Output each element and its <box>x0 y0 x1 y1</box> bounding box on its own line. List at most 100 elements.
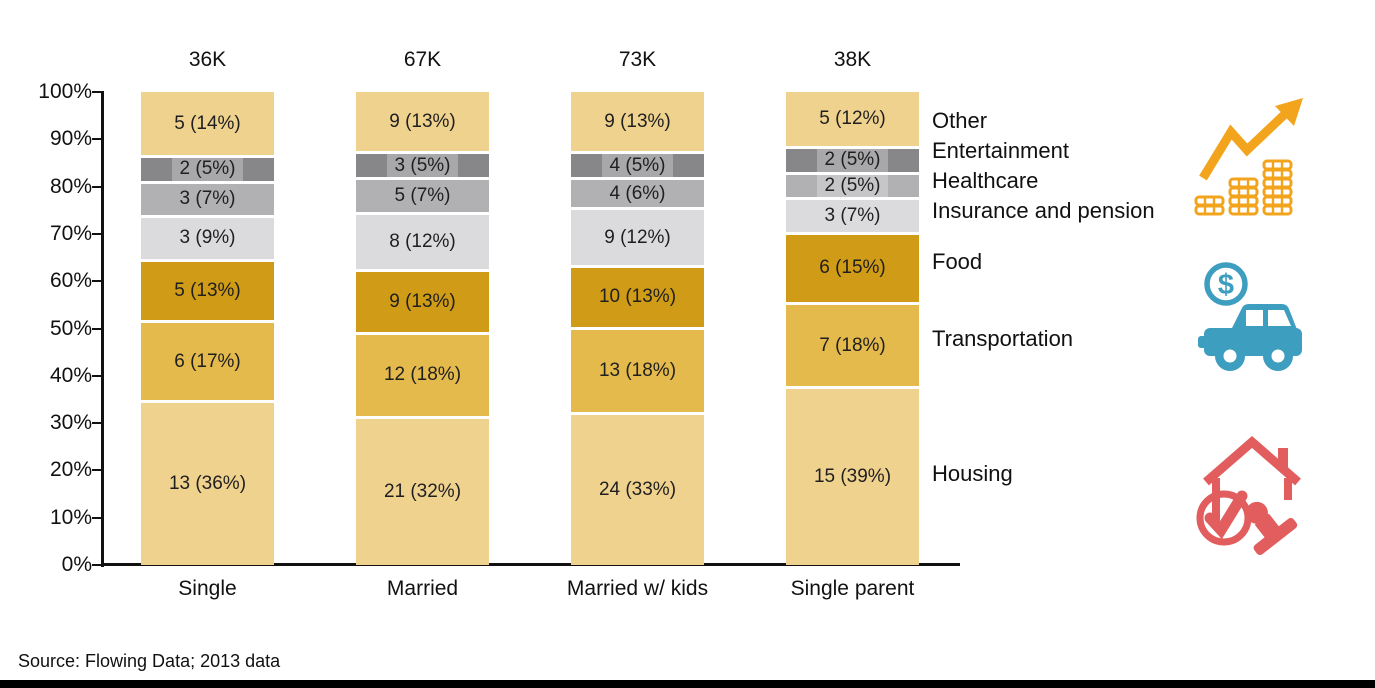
segment-value-label: 3 (5%) <box>386 151 459 180</box>
y-axis-tick-label: 100% <box>38 80 92 103</box>
segment-value-label: 2 (5%) <box>816 146 889 175</box>
y-axis-tick-mark <box>92 280 101 283</box>
segment-insurance-and-pension: 3 (9%) <box>141 218 274 262</box>
money-growth-icon <box>1194 98 1303 216</box>
segment-value-label: 6 (17%) <box>174 350 241 372</box>
legend-other: Other <box>932 108 988 133</box>
legend-entertainment: Entertainment <box>932 138 1069 163</box>
segment-value-label: 6 (15%) <box>819 257 886 279</box>
segment-housing: 13 (36%) <box>141 402 274 565</box>
category-label: Married w/ kids <box>566 577 709 600</box>
segment-food: 6 (15%) <box>786 234 919 306</box>
segment-transportation: 13 (18%) <box>571 329 704 415</box>
segment-other: 9 (13%) <box>356 92 489 155</box>
segment-entertainment: 2 (5%) <box>786 146 919 175</box>
segment-entertainment: 2 (5%) <box>141 155 274 184</box>
segment-entertainment: 4 (5%) <box>571 151 704 180</box>
segment-other: 9 (13%) <box>571 92 704 155</box>
y-axis-tick-label: 0% <box>61 553 92 576</box>
segment-healthcare: 2 (5%) <box>786 171 919 201</box>
segment-entertainment: 3 (5%) <box>356 151 489 180</box>
y-axis-tick-mark <box>92 138 101 141</box>
column-total: 73K <box>618 48 657 71</box>
category-label: Single <box>178 577 237 600</box>
y-axis-tick-mark <box>92 516 101 519</box>
legend-housing: Housing <box>932 461 1013 486</box>
segment-value-label: 2 (5%) <box>171 155 244 184</box>
segment-insurance-and-pension: 8 (12%) <box>356 214 489 273</box>
y-axis-tick-label: 70% <box>49 221 92 245</box>
segment-value-label: 10 (13%) <box>598 286 677 308</box>
y-axis-tick-mark <box>92 564 101 566</box>
category-label: Married <box>386 577 459 600</box>
segment-value-label: 3 (9%) <box>179 227 236 249</box>
segment-housing: 24 (33%) <box>571 414 704 566</box>
segment-transportation: 12 (18%) <box>356 334 489 420</box>
category-label: Single parent <box>790 577 915 600</box>
y-axis-tick-label: 80% <box>49 174 92 198</box>
segment-value-label: 5 (7%) <box>394 184 451 206</box>
y-axis-tick-label: 40% <box>49 363 92 387</box>
segment-value-label: 9 (13%) <box>389 290 456 312</box>
y-axis-tick-mark <box>92 327 101 330</box>
y-axis-tick-mark <box>92 422 101 425</box>
y-axis-tick-mark <box>92 469 101 472</box>
house-approved-icon <box>1196 436 1301 555</box>
x-axis-line <box>101 563 960 566</box>
segment-healthcare: 5 (7%) <box>356 179 489 215</box>
y-axis-tick-mark <box>92 91 101 93</box>
segment-food: 5 (13%) <box>141 261 274 324</box>
y-axis-tick-mark <box>92 185 101 188</box>
y-axis-tick-label: 30% <box>49 411 92 435</box>
source-note: Source: Flowing Data; 2013 data <box>18 651 281 671</box>
segment-value-label: 3 (7%) <box>824 204 881 226</box>
segment-value-label: 24 (33%) <box>598 478 677 500</box>
footer-accent-bar <box>0 680 1375 688</box>
y-axis-line <box>101 91 104 567</box>
segment-value-label: 5 (14%) <box>174 112 241 134</box>
segment-value-label: 5 (13%) <box>174 279 241 301</box>
segment-transportation: 6 (17%) <box>141 323 274 403</box>
legend-healthcare: Healthcare <box>932 168 1039 193</box>
segment-value-label: 7 (18%) <box>819 334 886 356</box>
y-axis-tick-label: 60% <box>49 269 92 293</box>
segment-housing: 21 (32%) <box>356 419 489 565</box>
segment-value-label: 5 (12%) <box>819 108 886 130</box>
legend-transportation: Transportation <box>932 326 1074 351</box>
segment-value-label: 4 (6%) <box>609 182 666 204</box>
segment-healthcare: 3 (7%) <box>141 183 274 219</box>
y-axis-tick-mark <box>92 232 101 235</box>
segment-insurance-and-pension: 3 (7%) <box>786 200 919 235</box>
car-expense-icon: $ <box>1198 262 1302 371</box>
segment-food: 10 (13%) <box>571 267 704 330</box>
segment-value-label: 12 (18%) <box>383 364 462 386</box>
segment-value-label: 13 (36%) <box>168 472 247 494</box>
segment-value-label: 21 (32%) <box>383 481 462 503</box>
legend-insurance-and-pension: Insurance and pension <box>932 198 1155 223</box>
legend-food: Food <box>932 249 983 274</box>
stacked-bar-single: 5 (14%) 2 (5%) 3 (7%) 3 (9%) 5 (13%) 6 (17%) 1… <box>141 92 274 565</box>
column-total: 38K <box>833 48 872 71</box>
segment-value-label: 4 (5%) <box>601 151 674 180</box>
svg-text:$: $ <box>1218 269 1234 301</box>
segment-value-label: 8 (12%) <box>389 231 456 253</box>
y-axis-tick-label: 90% <box>49 127 92 151</box>
segment-value-label: 15 (39%) <box>813 466 892 488</box>
stacked-bar-single-parent: 5 (12%) 2 (5%) 2 (5%) 3 (7%) 6 (15%) 7 (18%) 1… <box>786 92 919 566</box>
segment-food: 9 (13%) <box>356 272 489 335</box>
column-total: 36K <box>188 48 227 71</box>
segment-value-label: 9 (13%) <box>389 110 456 132</box>
y-axis-tick-mark <box>92 374 101 377</box>
segment-value-label: 2 (5%) <box>816 171 889 200</box>
segment-insurance-and-pension: 9 (12%) <box>571 210 704 268</box>
stacked-bar-married: 9 (13%) 3 (5%) 5 (7%) 8 (12%) 9 (13%) 12 (18%… <box>356 92 489 565</box>
y-axis-tick-label: 50% <box>49 316 92 340</box>
segment-housing: 15 (39%) <box>786 389 919 566</box>
segment-other: 5 (14%) <box>141 92 274 159</box>
segment-value-label: 9 (13%) <box>604 110 671 132</box>
y-axis-tick-label: 10% <box>49 505 92 529</box>
stacked-bar-married-w-kids: 9 (13%) 4 (5%) 4 (6%) 9 (12%) 10 (13%) 13 (18… <box>571 92 704 566</box>
segment-other: 5 (12%) <box>786 92 919 150</box>
y-axis-tick-label: 20% <box>49 458 92 482</box>
